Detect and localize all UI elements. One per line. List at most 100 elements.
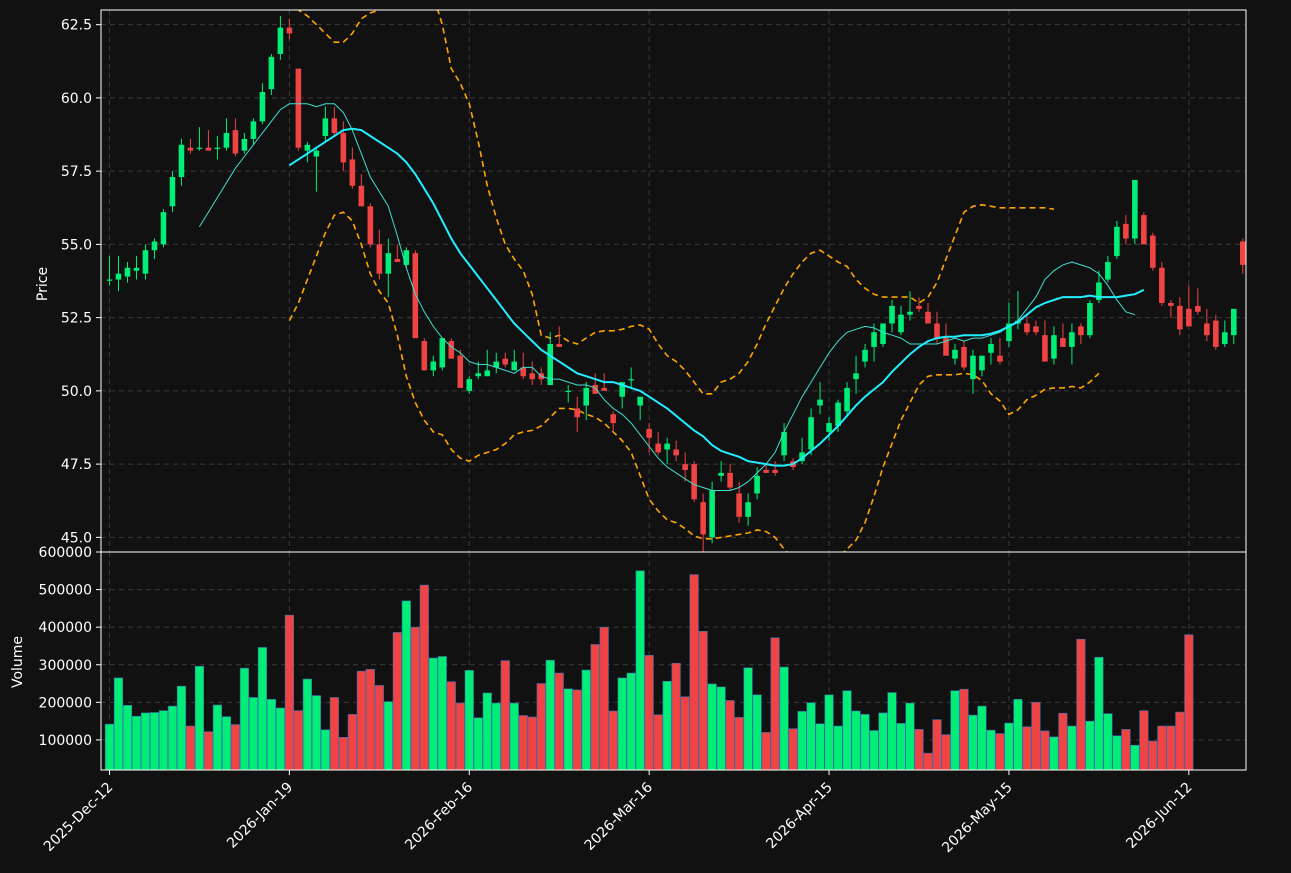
volume-bar	[536, 683, 546, 770]
candle-body	[880, 323, 886, 344]
candle	[673, 440, 679, 462]
candle-body	[403, 250, 410, 265]
price-y-tick-label: 60.0	[61, 91, 92, 107]
candle	[745, 493, 751, 526]
candle	[1087, 300, 1093, 339]
volume-bar	[554, 672, 564, 770]
candle-body	[502, 358, 509, 365]
candle	[403, 247, 410, 268]
candle	[106, 256, 113, 286]
candle	[142, 244, 149, 280]
candle-body	[862, 349, 868, 362]
candle-body	[304, 144, 311, 151]
candle	[1150, 232, 1156, 271]
volume-bar	[149, 712, 160, 770]
candle-body	[970, 355, 976, 380]
candle	[1231, 308, 1237, 344]
candle-body	[133, 267, 140, 271]
candle	[484, 349, 491, 377]
volume-bar	[1058, 712, 1068, 770]
candle	[196, 127, 203, 151]
volume-bar	[590, 644, 600, 770]
candle-body	[205, 147, 212, 151]
volume-bar	[176, 685, 187, 770]
candle	[250, 118, 257, 145]
price-axis-label: Price	[35, 267, 51, 301]
candle	[880, 323, 886, 347]
volume-bar	[797, 711, 807, 770]
candle-body	[556, 343, 563, 347]
volume-bar	[815, 723, 825, 770]
candle-body	[322, 118, 329, 136]
candle-body	[925, 311, 931, 324]
candle	[808, 408, 814, 456]
price-y-tick-label: 45.0	[61, 530, 92, 546]
candle-body	[961, 346, 967, 368]
volume-bar	[869, 730, 879, 770]
candle	[349, 147, 356, 189]
candle	[520, 352, 527, 380]
candle	[232, 118, 239, 157]
candle	[529, 361, 536, 386]
candle-body	[1159, 267, 1165, 303]
volume-bar	[770, 637, 780, 770]
volume-bar	[635, 570, 645, 770]
volume-bar	[788, 728, 798, 770]
candle	[205, 130, 212, 151]
candle-body	[646, 428, 652, 438]
candle-body	[511, 361, 518, 371]
volume-bar	[473, 717, 483, 770]
candle-body	[547, 343, 554, 386]
candle	[277, 15, 284, 60]
candle-body	[412, 253, 419, 339]
candle-body	[1132, 179, 1138, 239]
candle	[844, 382, 850, 418]
candle	[457, 349, 464, 388]
candle-body	[457, 355, 464, 388]
candle-body	[232, 130, 239, 154]
volume-bars	[104, 570, 1194, 770]
volume-bar	[509, 702, 519, 770]
candle	[799, 437, 805, 465]
candle-body	[529, 373, 536, 380]
candle	[1186, 285, 1192, 327]
price-grid	[101, 10, 1246, 552]
candle-body	[637, 396, 643, 406]
candle	[1240, 238, 1246, 274]
candle-body	[1114, 226, 1120, 257]
candle-body	[574, 408, 580, 418]
candle	[574, 396, 580, 432]
price-y-tick-label: 57.5	[61, 164, 92, 180]
volume-bar	[257, 647, 267, 770]
volume-bar	[320, 729, 330, 770]
axes	[96, 9, 1247, 775]
volume-bar	[914, 729, 924, 770]
candle	[970, 349, 976, 394]
volume-y-tick-label: 400000	[39, 620, 92, 636]
candle	[187, 138, 194, 154]
candle	[727, 464, 733, 491]
candle	[448, 338, 455, 359]
volume-bar	[671, 662, 681, 770]
candle	[619, 382, 625, 409]
candle-body	[871, 332, 877, 347]
volume-bar	[1013, 699, 1023, 770]
candle-body	[1087, 302, 1093, 336]
volume-bar	[842, 690, 852, 770]
volume-bar	[221, 716, 231, 770]
candle	[997, 338, 1003, 365]
candle-body	[214, 147, 221, 149]
candle-body	[448, 341, 455, 359]
volume-bar	[734, 717, 744, 770]
candle	[547, 332, 554, 386]
candle-body	[565, 390, 572, 393]
candle-body	[592, 385, 598, 394]
candle	[709, 481, 715, 544]
candle-body	[1240, 241, 1246, 265]
candle	[286, 18, 293, 40]
volume-bar	[608, 710, 618, 770]
volume-bar	[824, 694, 834, 770]
candle-body	[1078, 326, 1084, 336]
volume-bar	[347, 714, 357, 770]
